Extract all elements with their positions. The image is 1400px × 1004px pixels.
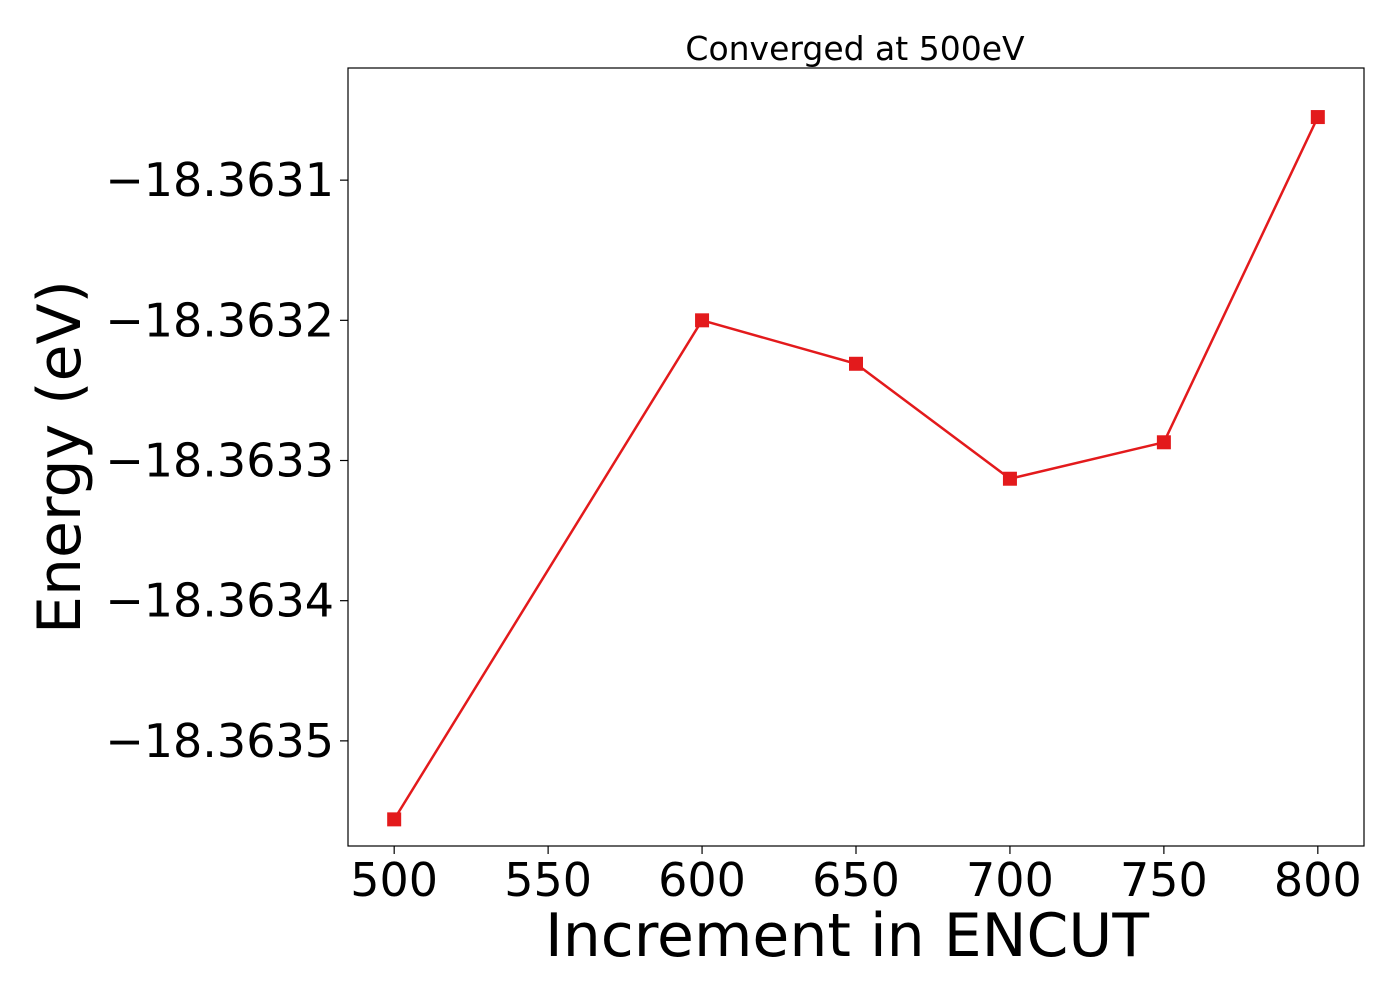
y-tick-label: −18.3631 xyxy=(105,153,334,207)
x-tick-label: 750 xyxy=(1120,853,1208,907)
data-point-marker xyxy=(1310,110,1325,125)
y-tick-label: −18.3635 xyxy=(105,714,334,768)
series-layer xyxy=(387,110,1325,827)
data-point-marker xyxy=(695,313,710,328)
x-tick-label: 800 xyxy=(1274,853,1362,907)
y-tick-label: −18.3632 xyxy=(105,293,334,347)
x-tick-label: 600 xyxy=(658,853,746,907)
chart-title: Converged at 500eV xyxy=(685,29,1025,68)
x-axis-ticks: 500 550 600 650 700 750 800 xyxy=(350,846,1362,907)
x-tick-label: 550 xyxy=(504,853,592,907)
x-axis-label: Increment in ENCUT xyxy=(545,901,1149,971)
data-point-marker xyxy=(1156,435,1171,450)
data-point-marker xyxy=(1002,471,1017,486)
data-point-marker xyxy=(387,812,402,827)
x-tick-label: 700 xyxy=(966,853,1054,907)
y-tick-label: −18.3634 xyxy=(105,574,334,628)
x-tick-label: 650 xyxy=(812,853,900,907)
y-axis-label: Energy (eV) xyxy=(25,280,95,634)
y-axis-ticks: −18.3635 −18.3634 −18.3633 −18.3632 −18.3631 xyxy=(105,153,348,768)
y-tick-label: −18.3633 xyxy=(105,434,334,488)
x-tick-label: 500 xyxy=(350,853,438,907)
data-point-marker xyxy=(849,356,863,371)
series-line xyxy=(393,116,1319,821)
